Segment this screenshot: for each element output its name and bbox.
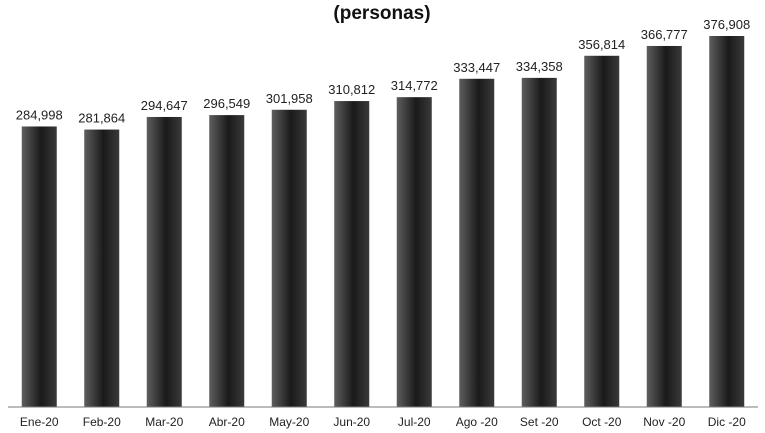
x-tick-label: Ene-20 <box>20 415 59 429</box>
x-tick-label: Set -20 <box>520 415 559 429</box>
x-tick-label: Oct -20 <box>582 415 622 429</box>
bar-value-label: 333,447 <box>453 60 500 75</box>
bar-value-label: 314,772 <box>391 78 438 93</box>
bar-may-20 <box>271 109 307 407</box>
bar-jul-20 <box>396 97 432 407</box>
bar-mar-20 <box>146 116 182 407</box>
bar-value-label: 296,549 <box>203 96 250 111</box>
bar-value-label: 310,812 <box>328 82 375 97</box>
bar-set-20 <box>521 77 557 407</box>
x-tick-label: Nov -20 <box>643 415 685 429</box>
x-tick-label: Jun-20 <box>333 415 370 429</box>
bar-feb-20 <box>84 129 120 408</box>
bar-oct-20 <box>584 55 620 407</box>
x-tick-label: Feb-20 <box>83 415 121 429</box>
bars-layer <box>21 36 745 408</box>
bar-abr-20 <box>209 115 245 407</box>
bar-value-label: 366,777 <box>641 27 688 42</box>
x-tick-label: Dic -20 <box>708 415 746 429</box>
bar-nov-20 <box>646 45 682 407</box>
x-tick-label: Ago -20 <box>456 415 498 429</box>
bar-jun-20 <box>334 101 370 407</box>
bar-value-label: 376,908 <box>703 17 750 32</box>
bar-value-label: 281,864 <box>78 111 125 126</box>
bar-ago-20 <box>459 78 495 407</box>
x-tick-label: Abr-20 <box>209 415 245 429</box>
bar-dic-20 <box>709 36 745 407</box>
x-tick-label: May-20 <box>269 415 309 429</box>
bar-value-label: 294,647 <box>141 98 188 113</box>
bar-ene-20 <box>21 126 57 407</box>
x-tick-label: Jul-20 <box>398 415 431 429</box>
x-tick-label: Mar-20 <box>145 415 183 429</box>
x-tick-labels-layer: Ene-20 Feb-20 Mar-20 Abr-20 May-20 Jun-20 Jul-… <box>20 415 746 429</box>
bar-value-label: 356,814 <box>578 37 625 52</box>
bar-value-label: 284,998 <box>16 107 63 122</box>
bar-value-label: 301,958 <box>266 91 313 106</box>
chart-subtitle: (personas) <box>333 3 430 24</box>
bar-value-label: 334,358 <box>516 59 563 74</box>
value-labels-layer: 284,998 281,864 294,647 296,549 301,958 310,8… <box>16 17 751 126</box>
